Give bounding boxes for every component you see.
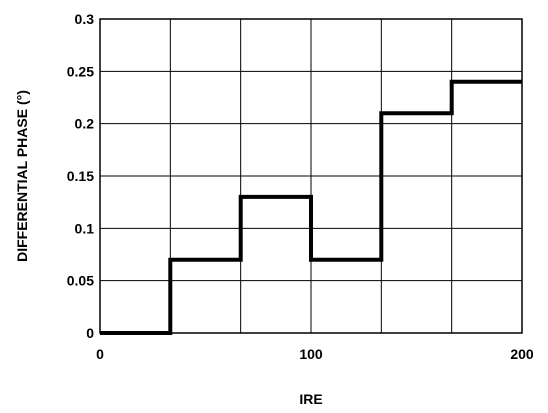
y-tick-label: 0.05 bbox=[67, 273, 94, 289]
y-tick-labels: 0 0.05 0.1 0.15 0.2 0.25 0.3 bbox=[67, 11, 94, 341]
x-axis-title: IRE bbox=[299, 391, 322, 407]
y-tick-label: 0.1 bbox=[75, 220, 95, 236]
series bbox=[100, 79, 522, 335]
y-tick-label: 0.3 bbox=[75, 11, 95, 27]
series-line bbox=[100, 79, 522, 335]
x-tick-label: 200 bbox=[510, 346, 534, 362]
y-tick-label: 0.2 bbox=[75, 116, 95, 132]
y-tick-label: 0 bbox=[86, 325, 94, 341]
y-axis-title: DIFFERENTIAL PHASE (°) bbox=[14, 90, 30, 262]
y-tick-label: 0.25 bbox=[67, 63, 94, 79]
x-tick-label: 100 bbox=[299, 346, 323, 362]
plot-frame bbox=[99, 18, 523, 334]
grid bbox=[100, 19, 522, 333]
x-tick-label: 0 bbox=[96, 346, 104, 362]
y-tick-label: 0.15 bbox=[67, 168, 94, 184]
x-tick-labels: 0 100 200 bbox=[96, 346, 534, 362]
